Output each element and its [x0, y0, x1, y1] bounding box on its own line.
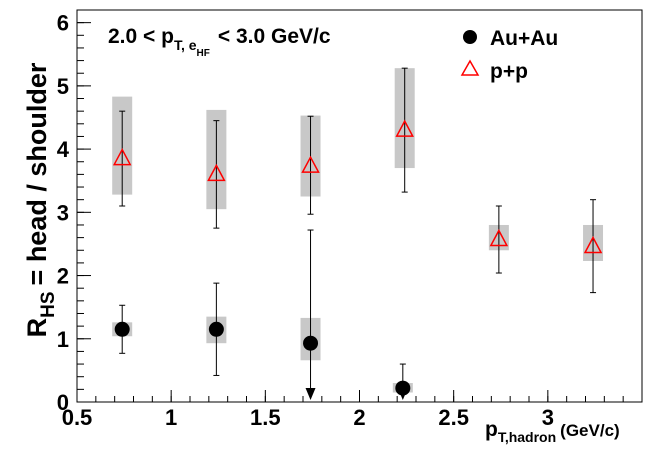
- x-tick-label: 2.5: [438, 405, 469, 430]
- plot-area: 0 1 2 3 4 5 6 0.5 1 1.5 2 2.5 3: [57, 9, 643, 430]
- y-axis-title: RHS = head / shoulder: [22, 62, 59, 337]
- legend-marker-pp: [460, 59, 480, 76]
- x-axis-title-unit: (GeV/c): [560, 421, 620, 440]
- plot-frame: [76, 9, 643, 403]
- annotation: 2.0 < pT, eHF < 3.0 GeV/c: [108, 25, 331, 59]
- legend: Au+Au p+p: [460, 27, 558, 83]
- data-point-auau: [395, 380, 411, 396]
- x-tick-label: 1: [165, 405, 177, 430]
- x-axis-title: pT,hadron (GeV/c): [485, 418, 620, 445]
- annotation-prefix: 2.0 < p: [108, 25, 174, 48]
- x-tick-label: 2: [353, 405, 365, 430]
- data-point-pp: [583, 235, 603, 254]
- x-axis-title-main: p: [485, 418, 498, 441]
- data-point-auau: [208, 321, 224, 337]
- y-tick-label: 2: [57, 264, 69, 289]
- data-point-pp: [112, 147, 132, 166]
- data-point-auau: [303, 335, 319, 351]
- data-point-pp: [207, 163, 226, 182]
- y-axis-title-rest: = head / shoulder: [22, 62, 52, 285]
- data-point-pp: [301, 155, 320, 173]
- upper-limit-arrow: [305, 388, 316, 400]
- y-tick-label: 4: [57, 137, 70, 162]
- legend-label-auau: Au+Au: [490, 27, 558, 50]
- data-point-pp: [395, 119, 414, 137]
- x-tick-label: 0.5: [62, 405, 93, 430]
- data-point-pp: [489, 228, 509, 247]
- annotation-suffix: < 3.0 GeV/c: [218, 25, 331, 48]
- y-tick-label: 1: [57, 327, 69, 352]
- legend-label-pp: p+p: [490, 60, 528, 83]
- legend-marker-auau: [463, 30, 477, 44]
- x-tick-label: 1.5: [250, 405, 281, 430]
- y-axis-title-main: R: [22, 318, 52, 338]
- y-tick-label: 0: [57, 390, 69, 415]
- y-tick-label: 5: [57, 74, 69, 99]
- annotation-sub1: T, e: [174, 37, 197, 53]
- y-tick-label: 3: [57, 200, 69, 225]
- y-tick-label: 6: [57, 11, 69, 36]
- y-axis-title-sub: HS: [38, 291, 59, 317]
- annotation-sub2: HF: [197, 48, 210, 59]
- x-tick-label: 3: [542, 405, 554, 430]
- data-point-auau: [114, 321, 130, 337]
- x-axis-title-sub: T,hadron: [498, 429, 556, 445]
